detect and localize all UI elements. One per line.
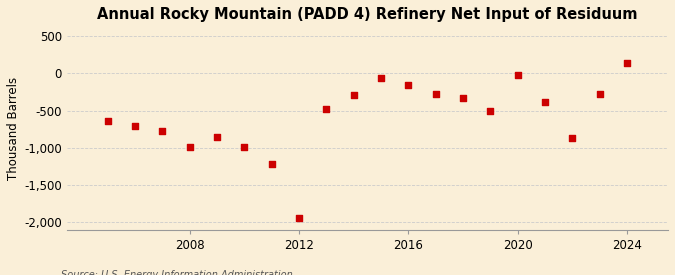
Point [512, 73, 523, 78]
Point [348, 93, 359, 98]
Point [403, 82, 414, 87]
Point [376, 76, 387, 80]
Point [130, 124, 140, 128]
Point [431, 92, 441, 96]
Point [184, 145, 195, 149]
Point [157, 128, 168, 133]
Point [239, 145, 250, 150]
Point [294, 216, 304, 221]
Point [321, 106, 332, 111]
Point [622, 61, 632, 65]
Y-axis label: Thousand Barrels: Thousand Barrels [7, 77, 20, 180]
Point [212, 135, 223, 139]
Point [103, 119, 113, 123]
Point [539, 100, 550, 104]
Title: Annual Rocky Mountain (PADD 4) Refinery Net Input of Residuum: Annual Rocky Mountain (PADD 4) Refinery … [97, 7, 638, 22]
Point [567, 136, 578, 141]
Point [267, 161, 277, 166]
Point [458, 96, 468, 100]
Text: Source: U.S. Energy Information Administration: Source: U.S. Energy Information Administ… [61, 271, 292, 275]
Point [485, 108, 496, 113]
Point [594, 92, 605, 96]
